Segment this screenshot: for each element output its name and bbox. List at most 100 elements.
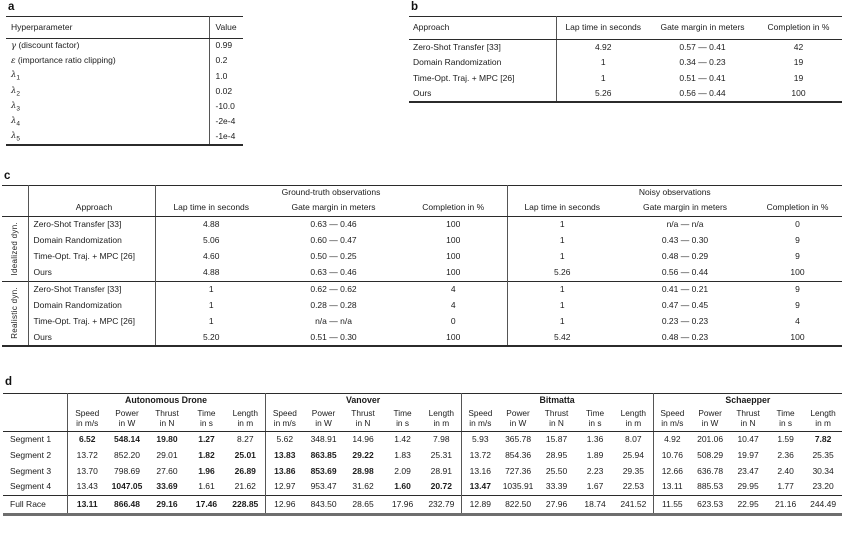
completion-value: 42 (793, 41, 804, 52)
table-row: Full Race 13.11 866.48 29.16 17.46 228.85 12.9… (3, 495, 842, 515)
table-row: Idealized dyn. Zero-Shot Transfer [33] 4.8… (2, 216, 842, 276)
metric-header: Speed in m/s (264, 406, 305, 432)
metric-unit: in m/s (661, 417, 684, 428)
metric-header: Length in m (422, 406, 462, 432)
metric-header: Time in s (187, 406, 226, 432)
metric-name: Time (393, 408, 412, 419)
metric-value: 1.36 (586, 433, 604, 444)
corner-cell (3, 393, 67, 432)
table-row: Segment 1 6.52 548.14 19.80 1.27 8.27 5.62 348.… (3, 431, 842, 448)
math-symbol: λ (11, 70, 17, 81)
metric-value: 636.78 (697, 465, 724, 476)
metric-value: 866.48 (107, 495, 147, 515)
metric-value: 25.01 (234, 449, 256, 460)
metric-value: 28.65 (343, 495, 384, 515)
metric-name: Speed (75, 408, 100, 419)
noisy-gate-margin-value: 0.47 — 0.45 (661, 299, 709, 310)
approach-name: Zero-Shot Transfer [33] (27, 280, 156, 298)
panel-c-label: c (4, 170, 11, 182)
math-symbol: λ (11, 130, 17, 141)
noisy-completion-value: 0 (795, 218, 800, 229)
dynamics-group-label: Idealized dyn. (2, 217, 28, 282)
metric-value: 12.96 (264, 495, 305, 515)
gate-margin-value: 0.51 — 0.41 (679, 72, 726, 83)
table-row: Segment 3 13.70 798.69 27.60 1.96 26.89 13.86 8… (3, 463, 842, 480)
table-row: λ2 0.02 (6, 84, 243, 100)
approach-column-header: Approach (27, 185, 156, 217)
observation-comparison-table: Approach Ground-truth observations Noisy… (2, 185, 842, 347)
gt-lap-time-value: 5.20 (202, 331, 220, 342)
metric-name: Thrust (544, 408, 569, 419)
metric-unit: in s (200, 417, 213, 428)
metric-value: 23.20 (812, 481, 834, 492)
metric-value: 201.06 (697, 433, 724, 444)
metric-header: Time in s (767, 406, 805, 432)
metric-unit: in m/s (76, 417, 99, 428)
metric-name: Time (776, 408, 795, 419)
metric-value: 7.82 (814, 433, 832, 444)
segment-rows: Segment 1 6.52 548.14 19.80 1.27 8.27 5.62 348.… (3, 431, 842, 496)
metric-unit: in W (315, 417, 332, 428)
noisy-lap-time-value: 1 (506, 248, 617, 266)
metric-value: 30.34 (812, 465, 834, 476)
lap-time-value: 1 (555, 55, 650, 71)
symbol-subscript: 5 (16, 135, 21, 143)
math-symbol: ε (11, 55, 16, 66)
team-header-autonomous-drone: Autonomous Drone (66, 393, 266, 407)
metric-value: 13.16 (460, 463, 500, 480)
metric-value: 13.70 (66, 463, 107, 480)
corner-cell (2, 185, 28, 217)
gt-lap-time-value: 1 (208, 299, 214, 310)
gt-lap-time-value: 4.60 (202, 251, 220, 262)
noisy-gate-margin-value: 0.48 — 0.29 (661, 251, 709, 262)
metric-value: 1.42 (394, 433, 411, 444)
hyperparameter-name: γ (discount factor) (11, 39, 80, 51)
metric-value: 798.69 (114, 465, 140, 476)
metric-name: Length (620, 408, 647, 419)
approach-name: Domain Randomization (27, 232, 156, 249)
metric-name: Power (311, 408, 336, 419)
table-row: Time-Opt. Traj. + MPC [26] 1 0.51 — 0.41 19 (409, 70, 842, 87)
approach-name: Ours (413, 87, 432, 98)
gate-margin-value: 0.56 — 0.44 (679, 87, 726, 98)
noisy-completion-value: 9 (795, 234, 800, 245)
metric-unit: in m (433, 417, 450, 428)
segment-label: Segment 2 (10, 449, 52, 460)
gt-gate-margin-value: 0.28 — 0.28 (310, 299, 357, 310)
gt-gate-margin-value: 0.60 — 0.47 (310, 234, 357, 245)
gt-lap-time-value: 5.06 (202, 234, 220, 245)
metric-value: 13.11 (66, 495, 107, 515)
hyperparameter-name: λ1 (6, 69, 209, 84)
metric-value: 1.67 (586, 481, 604, 492)
table-row: λ5 -1e-4 (6, 129, 243, 145)
dynamics-group-label: Realistic dyn. (2, 280, 28, 346)
metric-value: 13.83 (264, 447, 305, 464)
metric-value: 1047.05 (111, 481, 143, 492)
metric-value: 13.72 (66, 447, 107, 464)
value-column-header: Value (208, 16, 243, 39)
hyperparameter-name: λ5 (6, 130, 209, 145)
metric-header: Length in m (614, 406, 654, 432)
metric-value: 2.23 (586, 465, 604, 476)
table-row: Realistic dyn. Zero-Shot Transfer [33] 1 0.… (2, 280, 842, 346)
metric-unit: in s (396, 417, 410, 428)
metric-value: 29.35 (622, 465, 644, 476)
segment-label: Full Race (3, 495, 67, 515)
metric-value: 13.72 (460, 447, 500, 464)
noisy-lap-time-value: 1 (506, 232, 617, 249)
lap-time-header: Lap time in seconds (155, 199, 267, 217)
segment-label: Segment 3 (10, 465, 52, 476)
symbol-subscript: 2 (16, 90, 21, 98)
metric-header: Power in W (691, 406, 730, 432)
gt-completion-value: 4 (400, 280, 507, 298)
metric-value: 23.47 (737, 465, 759, 476)
header-row: Hyperparameter Value (6, 16, 243, 39)
noisy-lap-time-value: 1 (506, 216, 617, 233)
approach-name: Ours (27, 329, 156, 346)
metric-value: 29.16 (147, 495, 187, 515)
metric-value: 27.96 (537, 495, 577, 515)
metric-header: Thrust in N (343, 406, 384, 432)
panel-d: d Autonomous Drone Vanover Bitmatta Scha… (3, 376, 842, 516)
metric-unit: in m (237, 417, 254, 428)
